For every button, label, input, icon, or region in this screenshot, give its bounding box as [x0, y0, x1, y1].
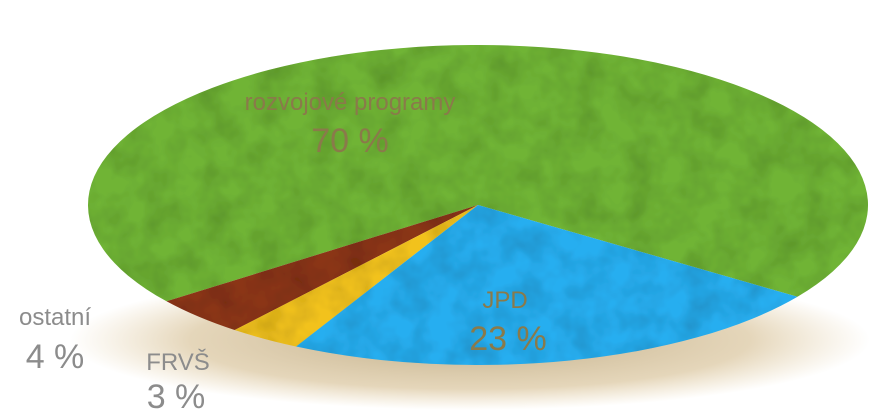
value-frvs: 3 % — [147, 378, 206, 412]
label-ostatni: ostatní — [19, 304, 91, 331]
slice-jpd — [296, 205, 798, 366]
value-rozvojove-programy: 70 % — [311, 122, 389, 160]
slice-ostatni — [166, 205, 478, 331]
label-jpd: JPD — [482, 287, 527, 314]
label-rozvojove-programy: rozvojové programy — [245, 89, 456, 116]
slice-frvs — [234, 205, 478, 347]
value-jpd: 23 % — [469, 320, 547, 358]
value-ostatni: 4 % — [26, 338, 85, 376]
label-frvs: FRVŠ — [146, 348, 210, 376]
slice-rozvojove-programy — [88, 45, 869, 302]
pie-slices — [88, 45, 869, 366]
